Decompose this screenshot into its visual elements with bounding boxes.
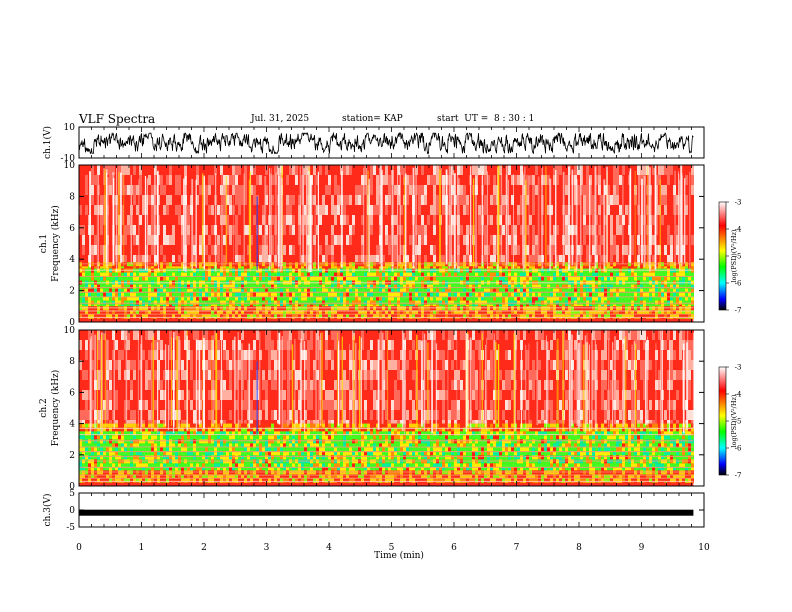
colorbar-tick-label: -5 [735,418,742,426]
x-axis-title: Time (min) [374,550,424,561]
start-time-label: start UT = 8 : 30 : 1 [437,114,535,124]
psd-horizontal-lines [79,263,694,318]
psd-vertical-streaks [89,165,691,273]
x-tick-label: 8 [576,543,582,553]
y-tick-label: 6 [69,224,75,234]
x-tick-label: 5 [389,543,395,553]
colorbar-tick-label: -4 [735,226,742,234]
ch2-freq-axis-title: Frequency (kHz) [50,370,61,447]
y-tick-label: 5 [69,489,75,499]
colorbar-tick-label: -6 [735,445,742,453]
y-tick-label: 4 [69,255,75,265]
chart-title: VLF Spectra [79,112,156,126]
colorbar-title: log(PSD)(V²/Hz) [730,394,738,447]
colorbar-tick-label: -7 [735,307,742,315]
colorbar-tick-label: -3 [735,364,742,372]
ch1-spec-channel-title: ch.1 [39,234,49,253]
x-tick-label: 7 [514,543,520,553]
colorbar-tick-label: -6 [735,280,742,288]
x-tick-label: 2 [201,543,207,553]
x-tick-label: 10 [698,543,710,553]
colorbar-tick-label: -7 [735,472,742,480]
colorbar-title: log(PSD)(V²/Hz) [730,229,738,282]
psd-horizontal-lines [79,427,694,482]
ch3-axis-title: ch.3(V) [42,494,53,527]
ch2-spec-channel-title: ch.2 [39,398,49,417]
ch1-freq-axis-title: Frequency (kHz) [50,205,61,282]
spectrogram-ch2-spectrogram [79,330,695,486]
y-tick-label: 4 [69,420,75,430]
y-tick-label: 6 [69,388,75,398]
y-tick-label: -5 [66,523,75,533]
date-label: Jul. 31, 2025 [251,114,310,124]
psd-vertical-streaks [89,330,695,434]
y-tick-label: 2 [69,451,75,461]
psd-band-1 [79,262,694,269]
y-tick-label: -10 [61,154,76,164]
colorbar-tick-label: -3 [735,199,742,207]
y-tick-label: 0 [69,506,75,516]
ch3-waveform-line [79,509,694,516]
colorbar-tick-label: -4 [735,391,742,399]
psd-band-2 [79,431,694,471]
y-tick-label: 10 [64,326,76,336]
y-tick-label: 8 [69,357,75,367]
x-tick-label: 0 [76,543,82,553]
colorbar-ch2 [718,366,727,476]
colorbar-ch1 [718,201,727,311]
x-tick-label: 9 [639,543,645,553]
x-tick-label: 6 [451,543,457,553]
y-tick-label: 10 [64,123,76,133]
y-tick-label: 8 [69,192,75,202]
spectrogram-ch1-spectrogram [79,165,694,322]
y-tick-label: 2 [69,287,75,297]
ch1-waveform-line [78,131,694,155]
x-tick-label: 1 [139,543,145,553]
x-tick-label: 4 [326,543,332,553]
y-tick-label: 0 [69,482,75,492]
station-label: station= KAP [342,114,403,124]
y-tick-label: 10 [64,161,76,171]
psd-band-0 [79,165,694,263]
ch1-axis-title: ch.1(V) [42,126,53,159]
x-tick-label: 3 [264,543,270,553]
y-tick-label: 0 [69,318,75,328]
colorbar-tick-label: -5 [735,253,742,261]
